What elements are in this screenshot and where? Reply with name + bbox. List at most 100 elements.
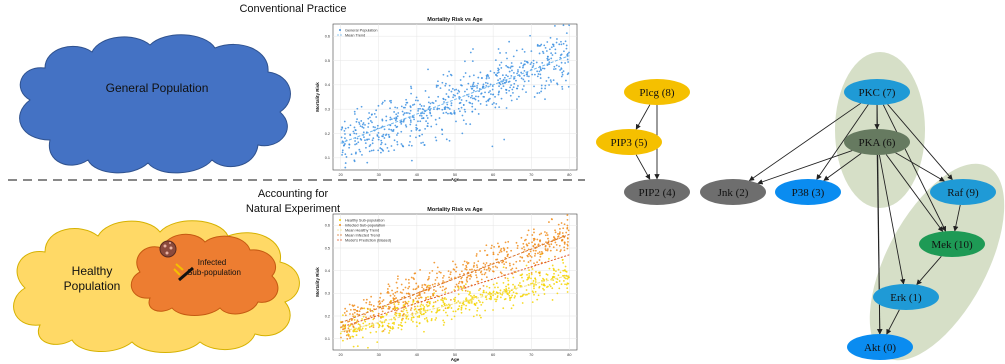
data-point — [478, 314, 481, 317]
data-point — [486, 73, 489, 76]
data-point — [469, 96, 472, 99]
data-point — [448, 139, 451, 142]
data-point — [531, 241, 533, 244]
data-point — [449, 273, 452, 276]
data-point — [427, 96, 430, 99]
data-point — [388, 100, 391, 102]
data-point — [433, 261, 436, 264]
data-point — [453, 289, 456, 291]
data-point — [459, 101, 462, 104]
data-point — [489, 83, 492, 86]
data-point — [518, 66, 521, 69]
data-point — [465, 264, 468, 267]
data-point — [568, 51, 570, 54]
data-point — [377, 315, 380, 318]
data-point — [446, 106, 449, 109]
data-point — [516, 72, 518, 75]
data-point — [429, 284, 431, 287]
data-point — [436, 299, 439, 302]
data-point — [547, 237, 549, 240]
data-point — [520, 236, 523, 239]
data-point — [422, 117, 425, 119]
data-point — [533, 237, 536, 240]
data-point — [443, 101, 445, 103]
data-point — [370, 324, 373, 327]
data-point — [344, 162, 347, 164]
data-point — [432, 301, 435, 304]
data-point — [497, 48, 500, 50]
data-point — [514, 295, 516, 297]
data-point — [528, 269, 530, 272]
data-point — [436, 308, 439, 310]
data-point — [463, 108, 466, 111]
data-point — [465, 266, 468, 269]
data-point — [400, 321, 403, 324]
data-point — [494, 286, 496, 289]
data-point — [365, 146, 367, 149]
data-point — [541, 67, 544, 70]
data-point — [415, 124, 418, 127]
data-point — [387, 322, 390, 325]
data-point — [388, 332, 390, 334]
data-point — [365, 301, 368, 304]
data-point — [407, 292, 410, 295]
data-point — [367, 122, 370, 125]
data-point — [541, 279, 543, 282]
data-point — [543, 67, 546, 70]
data-point — [434, 318, 437, 321]
data-point — [394, 106, 397, 109]
data-point — [559, 231, 561, 234]
data-point — [512, 283, 514, 286]
data-point — [404, 106, 406, 109]
data-point — [365, 298, 368, 301]
data-point — [368, 134, 371, 136]
data-point — [450, 90, 453, 93]
data-point — [470, 301, 473, 304]
data-point — [383, 137, 386, 139]
data-point — [361, 327, 364, 330]
data-point — [416, 325, 418, 328]
data-point — [396, 287, 399, 289]
data-point — [404, 321, 407, 324]
data-point — [362, 131, 365, 134]
data-point — [546, 59, 549, 62]
data-point — [372, 126, 375, 128]
data-point — [357, 306, 359, 309]
data-point — [465, 298, 467, 301]
data-point — [452, 310, 455, 313]
data-point — [539, 239, 541, 242]
data-point — [445, 298, 448, 301]
data-point — [362, 122, 365, 124]
data-point — [368, 138, 370, 141]
data-point — [448, 70, 450, 73]
data-point — [566, 218, 569, 221]
data-point — [428, 288, 431, 291]
data-point — [477, 260, 480, 263]
data-point — [498, 85, 500, 88]
data-point — [484, 249, 486, 252]
data-point — [418, 135, 421, 137]
data-point — [496, 72, 499, 75]
data-point — [424, 311, 427, 314]
general-population-cloud — [19, 34, 291, 174]
data-point — [365, 316, 367, 319]
data-point — [446, 314, 449, 317]
data-point — [445, 287, 447, 290]
data-point — [370, 303, 373, 306]
data-point — [368, 145, 371, 148]
data-point — [548, 245, 551, 248]
data-point — [405, 315, 408, 318]
data-point — [505, 88, 507, 91]
data-point — [460, 270, 463, 273]
data-point — [405, 317, 408, 320]
data-point — [545, 273, 548, 276]
data-point — [495, 258, 497, 261]
data-point — [344, 314, 347, 317]
data-point — [491, 88, 494, 91]
data-point — [536, 92, 539, 95]
data-point — [565, 270, 567, 273]
data-point — [553, 68, 555, 71]
data-point — [459, 110, 461, 113]
data-point — [526, 244, 529, 247]
data-point — [562, 24, 565, 27]
